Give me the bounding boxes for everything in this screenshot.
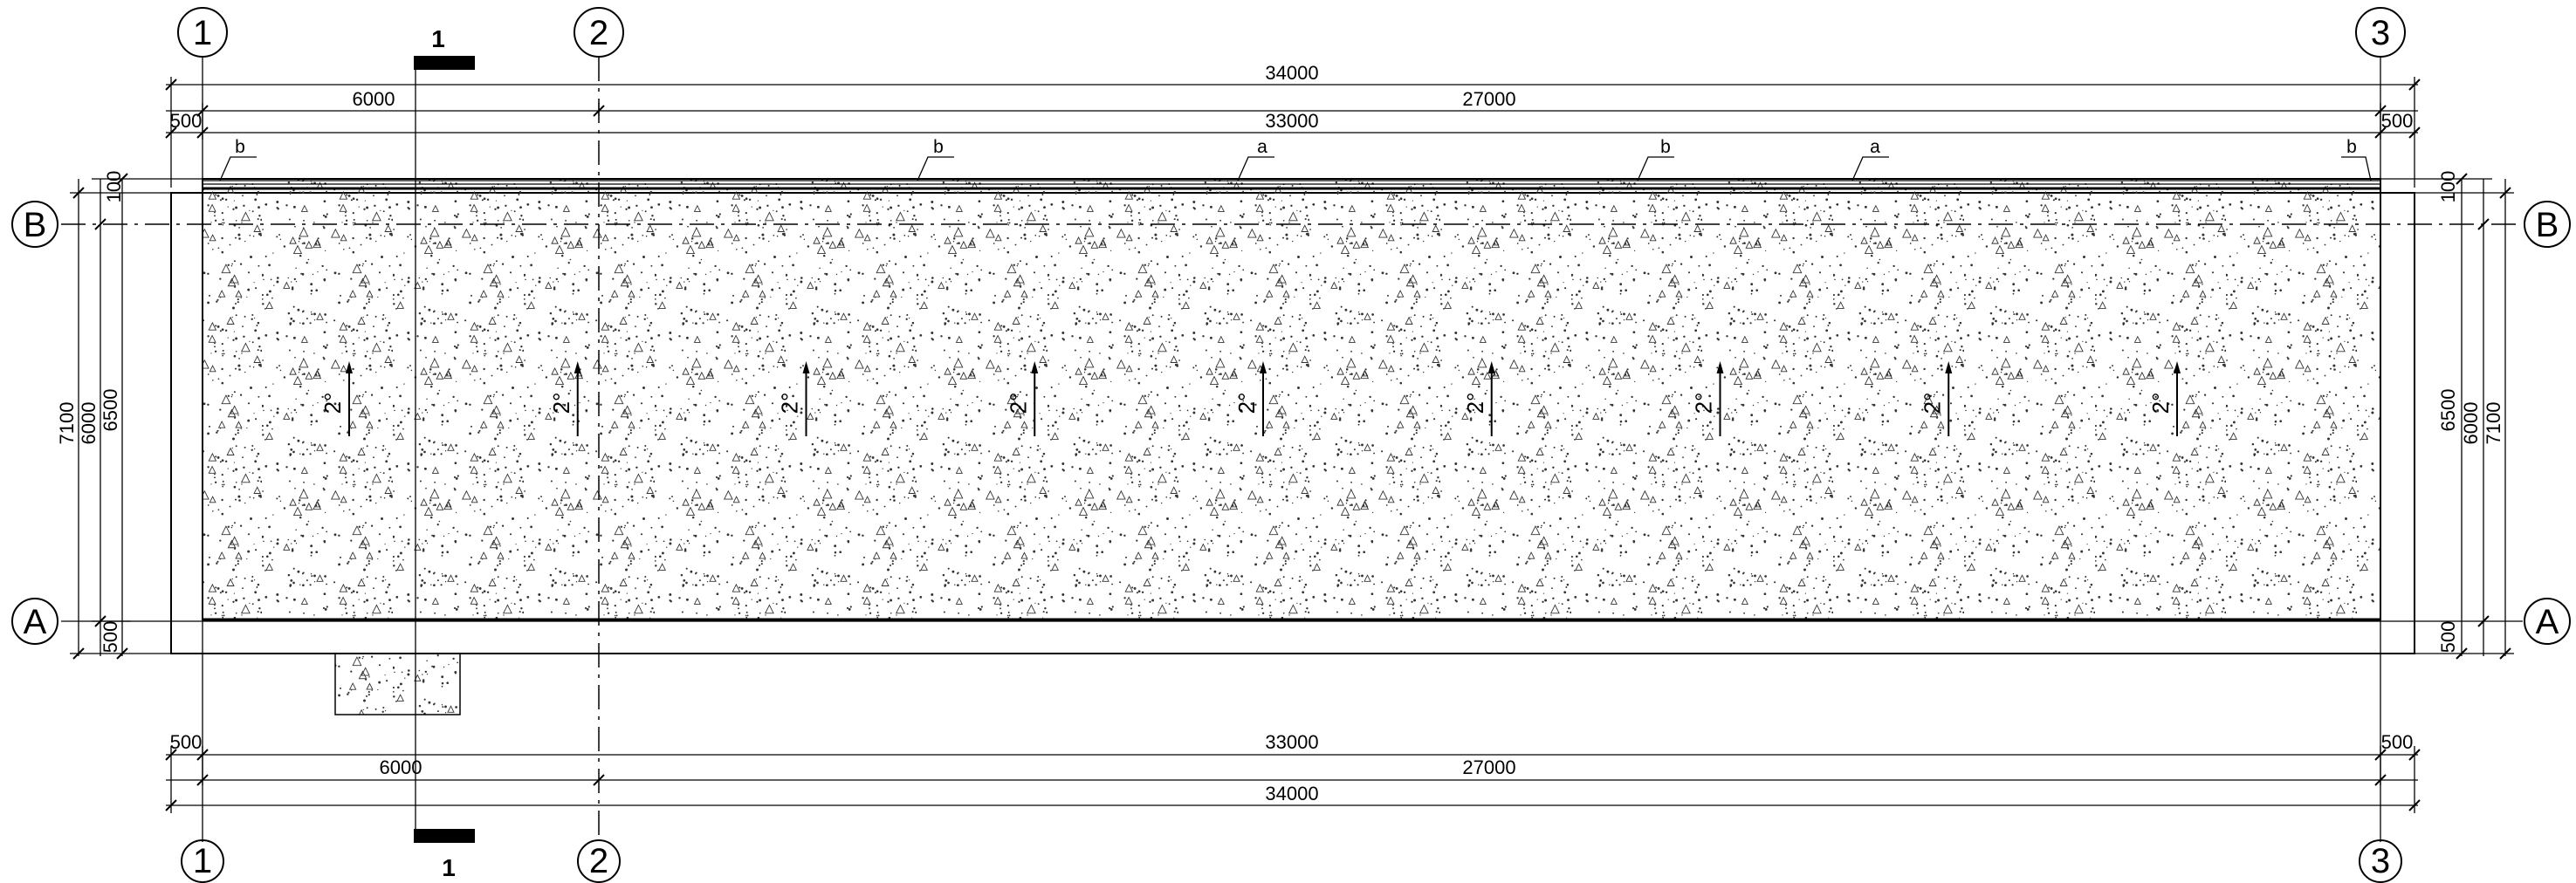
- svg-text:1: 1: [193, 842, 212, 880]
- dim-right-span-axes: 6000: [2460, 402, 2482, 445]
- slope-arrow-head: [1260, 361, 1267, 373]
- slope-markers: 2° 2° 2° 2° 2° 2° 2° 2° 2°: [319, 361, 2181, 436]
- slope-label: 2°: [1233, 393, 1260, 414]
- building-outline: [170, 178, 2415, 715]
- slope-label: 2°: [319, 393, 346, 414]
- section-mark-top: 1: [414, 25, 475, 70]
- slope-arrow-head: [346, 361, 353, 373]
- slope-arrow-head: [1716, 361, 1724, 373]
- svg-text:b: b: [1660, 137, 1671, 157]
- dim-left-bottom-offset: 500: [100, 621, 121, 654]
- section-mark-bar-top: [414, 56, 475, 70]
- axis-bubble-1-top: 1: [177, 7, 228, 58]
- dim-bottom-inner: 33000: [1265, 731, 1318, 753]
- dim-left-span-axes: 6000: [78, 402, 100, 445]
- edge-tag-5: a: [1851, 137, 1889, 181]
- slope-arrow-head: [1487, 361, 1495, 373]
- svg-text:3: 3: [2371, 842, 2390, 880]
- dim-right-bottom-offset: 500: [2437, 621, 2459, 654]
- axis-bubble-b-right: B: [2524, 201, 2571, 248]
- svg-text:2: 2: [589, 14, 608, 52]
- edge-tag-4: b: [1637, 137, 1674, 181]
- edge-tag-3: a: [1237, 137, 1274, 181]
- slope-marker: 2°: [1462, 361, 1495, 436]
- svg-text:a: a: [1870, 137, 1880, 157]
- axis-bubble-b-left: B: [11, 201, 58, 248]
- svg-text:2: 2: [589, 842, 608, 880]
- slope-marker: 2°: [777, 361, 810, 436]
- svg-text:A: A: [24, 603, 47, 641]
- dim-bottom-bay-2: 27000: [1462, 756, 1515, 778]
- svg-text:1: 1: [193, 14, 212, 52]
- slope-marker: 2°: [1233, 361, 1267, 436]
- svg-text:B: B: [24, 206, 47, 244]
- svg-text:B: B: [2536, 206, 2559, 244]
- concrete-slab: [202, 178, 2381, 620]
- svg-text:b: b: [235, 137, 245, 157]
- slope-label: 2°: [777, 393, 803, 414]
- svg-text:1: 1: [431, 25, 445, 52]
- svg-text:b: b: [2346, 137, 2357, 157]
- slope-arrow-head: [2174, 361, 2181, 373]
- axis-bubble-3-bottom: 3: [2359, 839, 2402, 883]
- dim-left-top-offset: 100: [103, 171, 125, 203]
- slope-label: 2°: [1691, 393, 1717, 414]
- bottom-dimensions: 500 33000 500 6000 27000 34000: [165, 731, 2421, 813]
- slope-label: 2°: [548, 393, 574, 414]
- edge-tag-1: b: [219, 137, 257, 181]
- dim-right-span-slab: 6500: [2437, 389, 2459, 432]
- left-dimensions: 100 7100 6000 6500 500: [56, 171, 203, 660]
- slope-marker: 2°: [2147, 361, 2181, 436]
- dim-top-edge-right: 500: [2381, 110, 2414, 132]
- edge-tag-6: b: [2341, 137, 2372, 181]
- dim-bottom-edge-left: 500: [170, 731, 203, 753]
- slope-marker: 2°: [1005, 361, 1039, 436]
- axis-bubble-2-top: 2: [574, 7, 624, 58]
- slope-label: 2°: [1919, 393, 1945, 414]
- dim-right-top-offset: 100: [2437, 171, 2459, 203]
- axis-bubbles: 1 2 3 1 2 3 B A: [11, 7, 2571, 883]
- slope-marker: 2°: [548, 361, 581, 436]
- slope-arrow-head: [1031, 361, 1039, 373]
- axis-bubble-a-left: A: [11, 598, 58, 645]
- slope-arrow-head: [802, 361, 810, 373]
- right-dimensions: 100 6500 6000 7100 500: [2380, 171, 2514, 660]
- dim-left-span-slab: 6500: [100, 389, 121, 432]
- slope-label: 2°: [2147, 393, 2174, 414]
- axis-bubble-2-bottom: 2: [577, 839, 621, 883]
- axis-bubble-1-bottom: 1: [181, 839, 224, 883]
- slope-arrow-head: [574, 361, 581, 373]
- dim-top-bay-2: 27000: [1462, 88, 1515, 110]
- dim-top-edge-left: 500: [170, 110, 203, 132]
- edge-tag-2: b: [917, 137, 954, 181]
- slope-marker: 2°: [1691, 361, 1724, 436]
- top-dimensions: 34000 6000 27000 500 33000 500: [165, 62, 2421, 188]
- dim-bottom-edge-right: 500: [2381, 731, 2414, 753]
- dim-top-bay-1: 6000: [353, 88, 395, 110]
- axis-lines: [61, 57, 2523, 842]
- slope-label: 2°: [1005, 393, 1031, 414]
- dim-top-inner: 33000: [1265, 110, 1318, 132]
- axis-bubble-3-top: 3: [2355, 7, 2406, 58]
- svg-text:a: a: [1257, 137, 1267, 157]
- slope-arrow-head: [1945, 361, 1953, 373]
- slope-label: 2°: [1462, 393, 1488, 414]
- svg-text:b: b: [933, 137, 944, 157]
- dim-bottom-bay-1: 6000: [380, 756, 422, 778]
- svg-text:3: 3: [2371, 14, 2390, 52]
- svg-text:A: A: [2536, 603, 2559, 641]
- dim-bottom-overall: 34000: [1265, 783, 1318, 804]
- dim-right-span-outer: 7100: [2483, 402, 2504, 445]
- slope-marker: 2°: [319, 361, 353, 436]
- dim-left-span-outer: 7100: [56, 402, 78, 445]
- column-footing: [334, 653, 461, 715]
- section-mark-bar-bottom: [414, 829, 475, 843]
- svg-text:1: 1: [442, 854, 456, 881]
- dim-top-overall: 34000: [1265, 62, 1318, 84]
- slope-marker: 2°: [1919, 361, 1953, 436]
- section-mark-bottom: 1: [414, 829, 475, 881]
- axis-bubble-a-right: A: [2524, 598, 2571, 645]
